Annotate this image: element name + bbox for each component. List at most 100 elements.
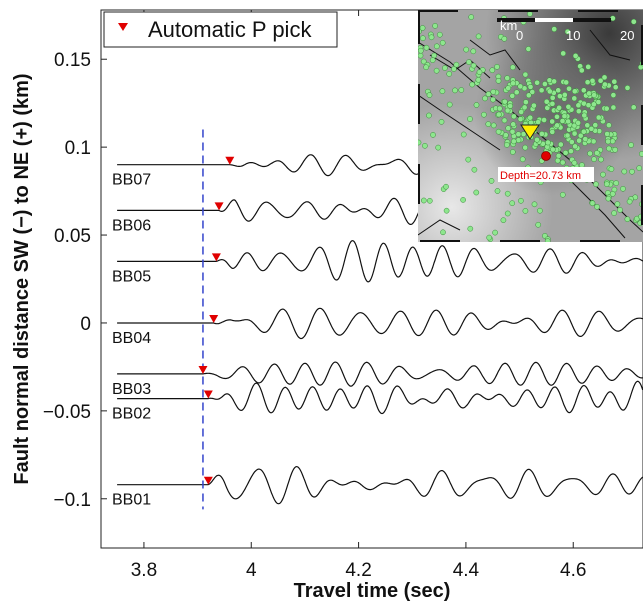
seismicity-dot bbox=[426, 92, 433, 98]
seismicity-dot bbox=[584, 79, 591, 86]
seismicity-dot bbox=[563, 79, 570, 86]
seismicity-dot bbox=[546, 88, 553, 95]
seismicity-dot bbox=[531, 201, 538, 208]
seismicity-dot bbox=[549, 129, 556, 135]
seismicity-dot bbox=[564, 132, 571, 139]
seismicity-dot bbox=[509, 128, 516, 135]
x-tick-label: 4 bbox=[246, 560, 257, 581]
seismicity-dot bbox=[614, 201, 621, 207]
seismicity-dot bbox=[527, 11, 533, 17]
seismicity-dot bbox=[465, 156, 472, 163]
legend: Automatic P pick bbox=[103, 11, 338, 48]
seismicity-dot bbox=[439, 39, 446, 46]
seismicity-dot bbox=[543, 98, 550, 105]
seismicity-dot bbox=[568, 148, 574, 155]
x-axis-ticks: 3.8 4 4.2 4.4 4.6 bbox=[131, 10, 586, 581]
seismicity-dot bbox=[557, 93, 563, 99]
seismicity-dot bbox=[502, 132, 509, 138]
seismicity-dot bbox=[509, 64, 516, 71]
seismicity-dot bbox=[429, 57, 436, 63]
seismicity-dot bbox=[566, 85, 572, 92]
seismicity-dot bbox=[535, 119, 541, 125]
seismicity-dot bbox=[613, 180, 620, 186]
seismicity-dot bbox=[420, 58, 427, 65]
x-tick-label: 3.8 bbox=[131, 560, 157, 581]
seismicity-dot bbox=[630, 18, 637, 25]
y-tick-label: −0.05 bbox=[43, 402, 91, 423]
seismicity-dot bbox=[595, 99, 602, 105]
seismicity-dot bbox=[580, 87, 587, 94]
x-tick-label: 4.2 bbox=[345, 560, 371, 581]
p-pick-marker bbox=[203, 476, 213, 485]
seismicity-dot bbox=[590, 138, 597, 145]
seismicity-dot bbox=[585, 64, 592, 70]
seismicity-dot bbox=[630, 104, 637, 111]
seismicity-dot bbox=[611, 78, 618, 85]
seismicity-dot bbox=[518, 109, 525, 115]
seismicity-dot bbox=[468, 14, 475, 20]
map-scale-bar-white bbox=[535, 18, 573, 22]
seismicity-dot bbox=[504, 107, 511, 114]
seismicity-dot bbox=[559, 191, 566, 198]
seismicity-dot bbox=[576, 137, 582, 144]
seismicity-dot bbox=[521, 104, 528, 111]
seismicity-dot bbox=[426, 197, 433, 204]
seismicity-dot bbox=[505, 85, 512, 91]
station-marker bbox=[520, 124, 540, 140]
seismicity-dot bbox=[555, 87, 562, 94]
seismicity-dot bbox=[490, 96, 496, 103]
seismicity-dot bbox=[422, 142, 428, 149]
seismicity-dot bbox=[496, 105, 503, 112]
waveform-trace bbox=[117, 465, 643, 505]
seismicity-dot bbox=[559, 118, 566, 124]
seismicity-dot bbox=[602, 81, 608, 88]
seismicity-dot bbox=[611, 210, 617, 216]
seismicity-dot bbox=[561, 113, 568, 120]
seismicity-dot bbox=[609, 191, 616, 197]
seismicity-dot bbox=[542, 81, 548, 87]
seismicity-dot bbox=[549, 146, 556, 153]
pick-group bbox=[198, 156, 235, 485]
seismicity-dot bbox=[594, 203, 600, 210]
station-label: BB05 bbox=[112, 268, 151, 285]
depth-label-bg bbox=[498, 167, 594, 182]
trace-group bbox=[117, 150, 643, 505]
seismicity-dot bbox=[561, 92, 568, 98]
seismicity-dot bbox=[519, 156, 526, 163]
epicenter-marker bbox=[541, 151, 551, 161]
seismicity-dot bbox=[458, 87, 465, 93]
seismicity-dot bbox=[612, 84, 619, 91]
seismicity-dot bbox=[510, 121, 517, 128]
y-axis-label: Fault normal distance SW (−) to NE (+) (… bbox=[11, 73, 33, 484]
seismicity-dot bbox=[467, 225, 474, 232]
map-scale-tick-20: 20 bbox=[620, 28, 634, 43]
seismicity-dot bbox=[509, 93, 516, 99]
seismicity-dot bbox=[535, 221, 542, 228]
seismicity-dot bbox=[601, 74, 608, 81]
seismicity-dot bbox=[460, 197, 466, 203]
seismicity-dot bbox=[603, 181, 610, 187]
y-axis-ticks: 0.15 0.1 0.05 0 −0.05 −0.1 bbox=[43, 50, 107, 511]
p-pick-marker bbox=[214, 202, 224, 211]
seismicity-dot bbox=[575, 108, 582, 115]
seismicity-dot bbox=[505, 125, 512, 132]
seismicity-dot bbox=[605, 138, 611, 145]
seismicity-dot bbox=[446, 101, 453, 108]
seismicity-dot bbox=[494, 188, 501, 194]
seismicity-dot bbox=[518, 197, 524, 204]
seismicity-dot bbox=[442, 65, 448, 71]
seismicity-dot bbox=[591, 92, 597, 98]
seismicity-dot bbox=[560, 50, 567, 57]
seismicity-dot bbox=[500, 217, 507, 224]
waveform-trace bbox=[117, 380, 643, 415]
seismicity-dot bbox=[523, 99, 529, 105]
map-scale-tick-0: 0 bbox=[516, 28, 523, 43]
p-pick-marker bbox=[203, 390, 213, 399]
seismicity-dot bbox=[517, 116, 524, 122]
seismicity-dot bbox=[549, 118, 556, 125]
station-label: BB07 bbox=[112, 172, 151, 189]
seismicity-dot bbox=[486, 234, 493, 241]
seismicity-dot bbox=[605, 195, 612, 202]
seismicity-dot bbox=[575, 102, 582, 109]
